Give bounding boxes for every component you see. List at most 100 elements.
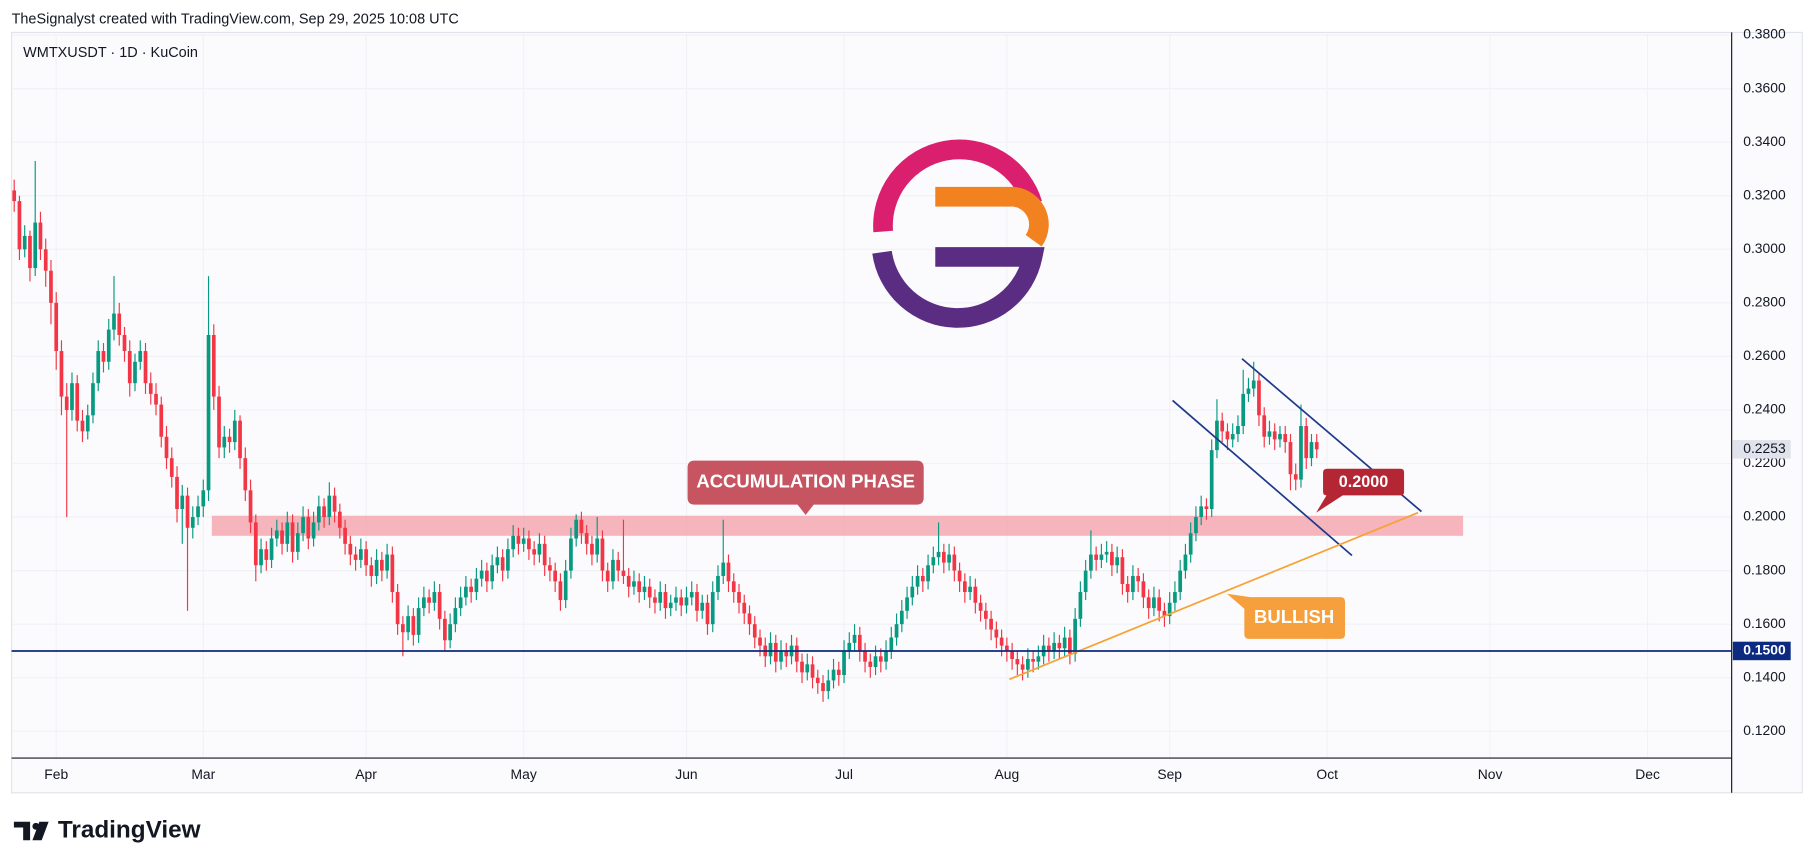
x-tick-label: Sep bbox=[1157, 766, 1182, 782]
candle-body bbox=[957, 570, 962, 582]
candle-body bbox=[164, 436, 169, 459]
candle-body bbox=[464, 586, 468, 598]
candle-body bbox=[668, 602, 673, 609]
candle-body bbox=[138, 351, 143, 362]
candle-body bbox=[337, 511, 342, 528]
candle-body bbox=[537, 543, 542, 555]
candle-body bbox=[295, 533, 300, 552]
candle-body bbox=[752, 624, 757, 638]
candle-body bbox=[511, 535, 516, 550]
candles bbox=[12, 160, 1319, 702]
candle-body bbox=[1225, 431, 1230, 440]
candle-body bbox=[1309, 442, 1314, 459]
candle-body bbox=[243, 458, 248, 491]
candle-body bbox=[1236, 426, 1240, 435]
candle-body bbox=[553, 570, 558, 582]
candle-body bbox=[1057, 642, 1062, 649]
candle-body bbox=[311, 522, 316, 539]
logo-arc-orange bbox=[935, 186, 1049, 247]
candle-body bbox=[584, 533, 589, 544]
candle-body bbox=[563, 570, 568, 601]
candle-body bbox=[159, 404, 164, 437]
candle-body bbox=[117, 313, 122, 335]
candle-body bbox=[521, 538, 526, 544]
candle-body bbox=[122, 334, 127, 352]
candle-body bbox=[632, 581, 636, 587]
target-callout: 0.2000 bbox=[1316, 468, 1405, 513]
candle-body bbox=[290, 522, 295, 552]
candle-body bbox=[175, 476, 179, 510]
candle-body bbox=[574, 519, 579, 539]
candle-body bbox=[448, 624, 452, 641]
candle-body bbox=[348, 543, 353, 555]
candle-body bbox=[369, 565, 374, 576]
candle-body bbox=[264, 549, 269, 560]
candle-body bbox=[768, 642, 773, 657]
candle-body bbox=[947, 554, 951, 563]
candle-body bbox=[516, 535, 521, 544]
candle-body bbox=[416, 608, 421, 635]
accumulation-zone bbox=[211, 515, 1464, 536]
y-tick-label: 0.3800 bbox=[1743, 26, 1786, 42]
candle-body bbox=[695, 592, 699, 611]
candle-body bbox=[196, 506, 200, 518]
candle-body bbox=[380, 559, 384, 571]
callout-text: 0.2000 bbox=[1339, 473, 1389, 491]
candle-body bbox=[1283, 434, 1288, 443]
candle-body bbox=[259, 549, 263, 566]
candle-body bbox=[427, 597, 431, 603]
candle-body bbox=[1204, 506, 1209, 510]
candle-body bbox=[1220, 420, 1225, 432]
candle-body bbox=[642, 586, 647, 593]
candle-body bbox=[206, 334, 211, 491]
candle-body bbox=[17, 201, 22, 250]
candle-body bbox=[80, 420, 85, 432]
candle-body bbox=[1257, 380, 1261, 416]
candle-body bbox=[836, 669, 841, 676]
candle-body bbox=[222, 436, 227, 448]
candle-body bbox=[626, 575, 631, 587]
candle-body bbox=[558, 581, 563, 601]
tradingview-logo: TradingView bbox=[13, 816, 201, 843]
last-price-bg bbox=[1732, 440, 1791, 459]
candle-body bbox=[422, 597, 426, 609]
candle-body bbox=[12, 190, 17, 202]
candle-body bbox=[411, 616, 416, 635]
candle-body bbox=[432, 592, 437, 603]
candle-body bbox=[85, 415, 90, 432]
candle-body bbox=[941, 551, 946, 563]
candle-body bbox=[1152, 597, 1156, 609]
candle-body bbox=[154, 393, 158, 405]
candle-body bbox=[1083, 570, 1088, 593]
candle-body bbox=[532, 549, 537, 555]
candle-body bbox=[973, 586, 978, 603]
accumulation-callout: ACCUMULATION PHASE bbox=[687, 460, 924, 516]
x-tick-label: May bbox=[511, 766, 537, 782]
candle-body bbox=[1141, 581, 1146, 598]
y-tick-label: 0.2800 bbox=[1743, 294, 1786, 310]
candle-body bbox=[385, 554, 389, 571]
candle-body bbox=[905, 597, 909, 611]
callout-text: ACCUMULATION PHASE bbox=[696, 470, 915, 491]
candle-body bbox=[395, 592, 400, 625]
candle-body bbox=[353, 554, 358, 560]
candle-body bbox=[1293, 474, 1298, 480]
x-tick-label: Dec bbox=[1635, 766, 1660, 782]
candle-body bbox=[43, 249, 48, 271]
candle-body bbox=[479, 570, 484, 579]
candle-body bbox=[443, 618, 447, 641]
candle-body bbox=[863, 650, 867, 662]
candle-body bbox=[773, 642, 778, 662]
axes: 0.12000.14000.16000.18000.20000.22000.24… bbox=[11, 26, 1791, 782]
logo-text: TradingView bbox=[58, 816, 201, 843]
candle-body bbox=[936, 551, 941, 558]
callout-text: BULLISH bbox=[1254, 606, 1334, 627]
candle-body bbox=[968, 586, 972, 593]
candle-body bbox=[994, 629, 999, 638]
candle-body bbox=[600, 538, 605, 571]
candle-body bbox=[647, 586, 652, 598]
y-tick-label: 0.2400 bbox=[1743, 401, 1786, 417]
candle-body bbox=[485, 570, 489, 582]
candle-body bbox=[569, 538, 573, 571]
